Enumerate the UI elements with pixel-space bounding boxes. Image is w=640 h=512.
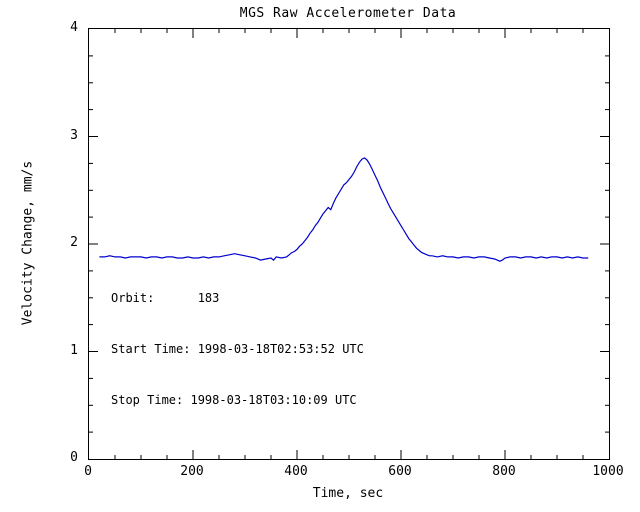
y-tick-label: 2 (70, 235, 78, 250)
y-tick-label: 3 (70, 127, 78, 143)
x-tick-label: 800 (492, 464, 516, 479)
x-tick-label: 400 (284, 464, 308, 479)
annotations-block: Orbit: 183 Start Time: 1998-03-18T02:53:… (111, 256, 364, 443)
annotation-orbit: Orbit: 183 (111, 291, 220, 305)
y-axis-label: Velocity Change, mm/s (20, 160, 36, 326)
x-tick-label: 0 (84, 464, 92, 479)
data-line (99, 157, 589, 262)
x-axis-label: Time, sec (312, 486, 384, 501)
x-tick-label: 1000 (592, 464, 624, 479)
plot-svg (89, 29, 609, 459)
y-tick-label: 4 (70, 20, 78, 35)
chart-title: MGS Raw Accelerometer Data (239, 6, 457, 21)
plot-area: Orbit: 183 Start Time: 1998-03-18T02:53:… (88, 28, 610, 460)
y-tick-label: 0 (70, 450, 78, 465)
x-tick-label: 600 (388, 464, 412, 479)
y-tick-label: 1 (70, 342, 78, 358)
annotation-start-time: Start Time: 1998-03-18T02:53:52 UTC (111, 342, 364, 356)
axis-ticks (89, 29, 609, 459)
annotation-stop-time: Stop Time: 1998-03-18T03:10:09 UTC (111, 393, 357, 407)
x-tick-label: 200 (180, 464, 204, 479)
